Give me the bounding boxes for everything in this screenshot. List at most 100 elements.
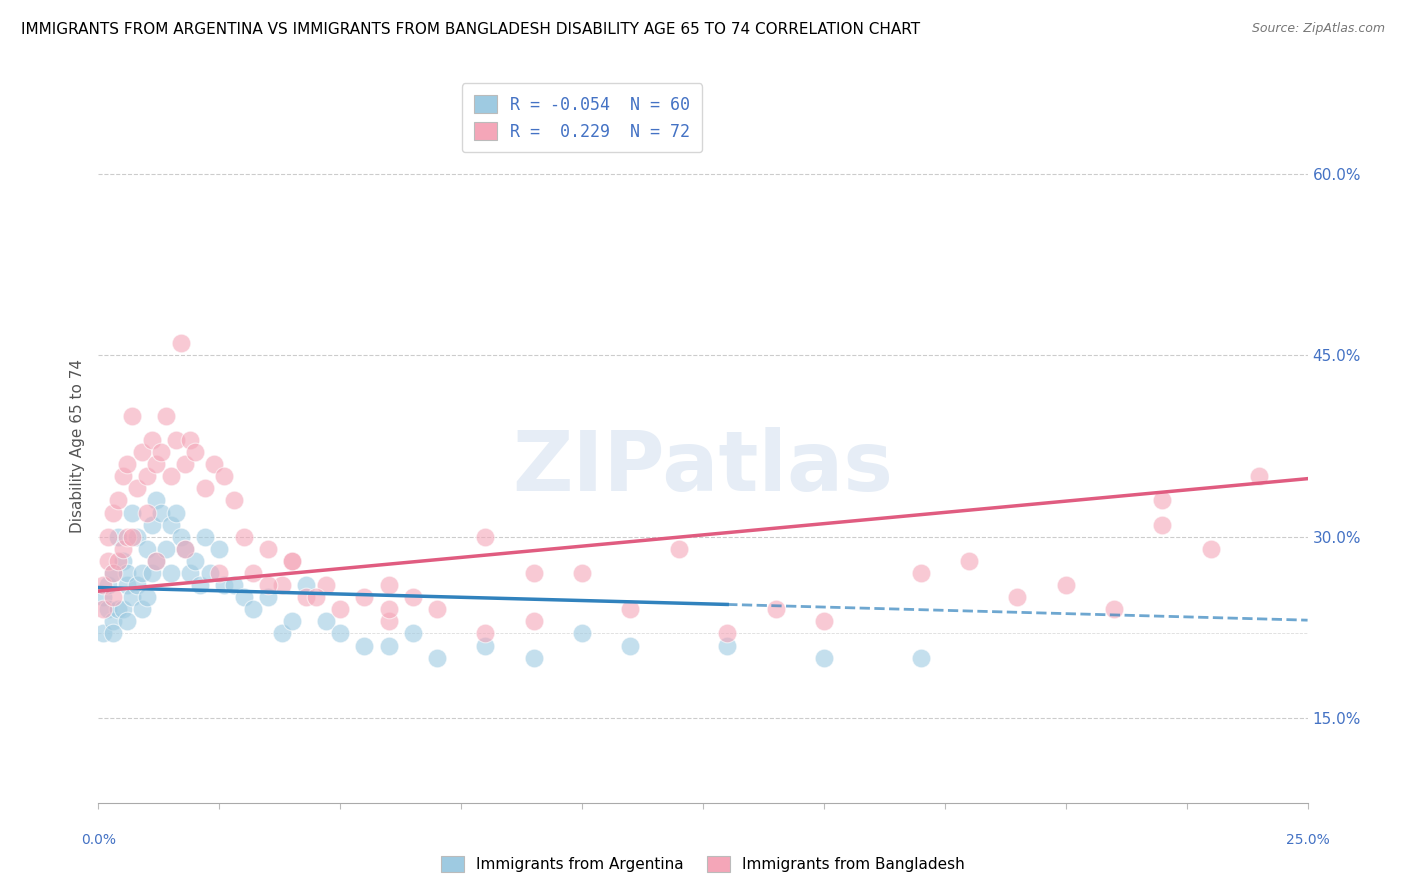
Point — [127, 530, 149, 544]
Point — [127, 481, 149, 495]
Point — [256, 541, 278, 556]
Point — [155, 409, 177, 423]
Point — [107, 554, 129, 568]
Point — [117, 457, 139, 471]
Point — [101, 566, 124, 580]
Point — [131, 445, 153, 459]
Point — [117, 530, 139, 544]
Point — [426, 602, 449, 616]
Point — [184, 554, 207, 568]
Point — [150, 506, 173, 520]
Point — [426, 650, 449, 665]
Point — [1249, 469, 1271, 483]
Point — [957, 554, 980, 568]
Point — [169, 530, 191, 544]
Point — [315, 615, 337, 629]
Point — [160, 469, 183, 483]
Point — [194, 481, 217, 495]
Point — [305, 590, 328, 604]
Point — [91, 626, 114, 640]
Point — [523, 650, 546, 665]
Point — [91, 590, 114, 604]
Point — [135, 506, 157, 520]
Point — [165, 506, 187, 520]
Text: 0.0%: 0.0% — [82, 833, 115, 847]
Point — [242, 566, 264, 580]
Point — [174, 541, 197, 556]
Legend: R = -0.054  N = 60, R =  0.229  N = 72: R = -0.054 N = 60, R = 0.229 N = 72 — [463, 83, 702, 153]
Point — [135, 541, 157, 556]
Point — [402, 626, 425, 640]
Point — [145, 493, 167, 508]
Y-axis label: Disability Age 65 to 74: Disability Age 65 to 74 — [69, 359, 84, 533]
Point — [204, 457, 226, 471]
Point — [353, 590, 375, 604]
Point — [127, 578, 149, 592]
Point — [619, 639, 641, 653]
Point — [117, 615, 139, 629]
Point — [97, 554, 120, 568]
Point — [377, 602, 399, 616]
Point — [232, 530, 254, 544]
Point — [107, 602, 129, 616]
Point — [281, 554, 304, 568]
Point — [145, 554, 167, 568]
Point — [910, 566, 932, 580]
Point — [160, 517, 183, 532]
Point — [101, 615, 124, 629]
Point — [295, 578, 318, 592]
Point — [107, 493, 129, 508]
Point — [281, 554, 304, 568]
Point — [107, 530, 129, 544]
Point — [208, 566, 231, 580]
Point — [91, 578, 114, 592]
Point — [101, 626, 124, 640]
Point — [184, 445, 207, 459]
Legend: Immigrants from Argentina, Immigrants from Bangladesh: Immigrants from Argentina, Immigrants fr… — [433, 848, 973, 880]
Point — [668, 541, 690, 556]
Point — [145, 554, 167, 568]
Point — [222, 578, 245, 592]
Point — [813, 615, 835, 629]
Point — [141, 517, 163, 532]
Point — [474, 626, 496, 640]
Point — [111, 541, 134, 556]
Point — [101, 566, 124, 580]
Point — [111, 602, 134, 616]
Point — [97, 578, 120, 592]
Point — [474, 639, 496, 653]
Point — [174, 457, 197, 471]
Point — [150, 445, 173, 459]
Point — [155, 541, 177, 556]
Text: ZIPatlas: ZIPatlas — [513, 427, 893, 508]
Point — [271, 578, 294, 592]
Point — [232, 590, 254, 604]
Point — [256, 590, 278, 604]
Point — [198, 566, 221, 580]
Point — [101, 506, 124, 520]
Point — [160, 566, 183, 580]
Point — [97, 530, 120, 544]
Point — [315, 578, 337, 592]
Point — [117, 566, 139, 580]
Point — [222, 493, 245, 508]
Point — [256, 578, 278, 592]
Point — [179, 433, 201, 447]
Point — [174, 541, 197, 556]
Point — [1007, 590, 1029, 604]
Point — [188, 578, 211, 592]
Text: IMMIGRANTS FROM ARGENTINA VS IMMIGRANTS FROM BANGLADESH DISABILITY AGE 65 TO 74 : IMMIGRANTS FROM ARGENTINA VS IMMIGRANTS … — [21, 22, 920, 37]
Point — [169, 336, 191, 351]
Point — [91, 602, 114, 616]
Point — [571, 626, 593, 640]
Point — [813, 650, 835, 665]
Point — [179, 566, 201, 580]
Point — [101, 590, 124, 604]
Point — [353, 639, 375, 653]
Point — [1054, 578, 1077, 592]
Point — [111, 469, 134, 483]
Point — [377, 615, 399, 629]
Point — [377, 578, 399, 592]
Text: Source: ZipAtlas.com: Source: ZipAtlas.com — [1251, 22, 1385, 36]
Point — [523, 615, 546, 629]
